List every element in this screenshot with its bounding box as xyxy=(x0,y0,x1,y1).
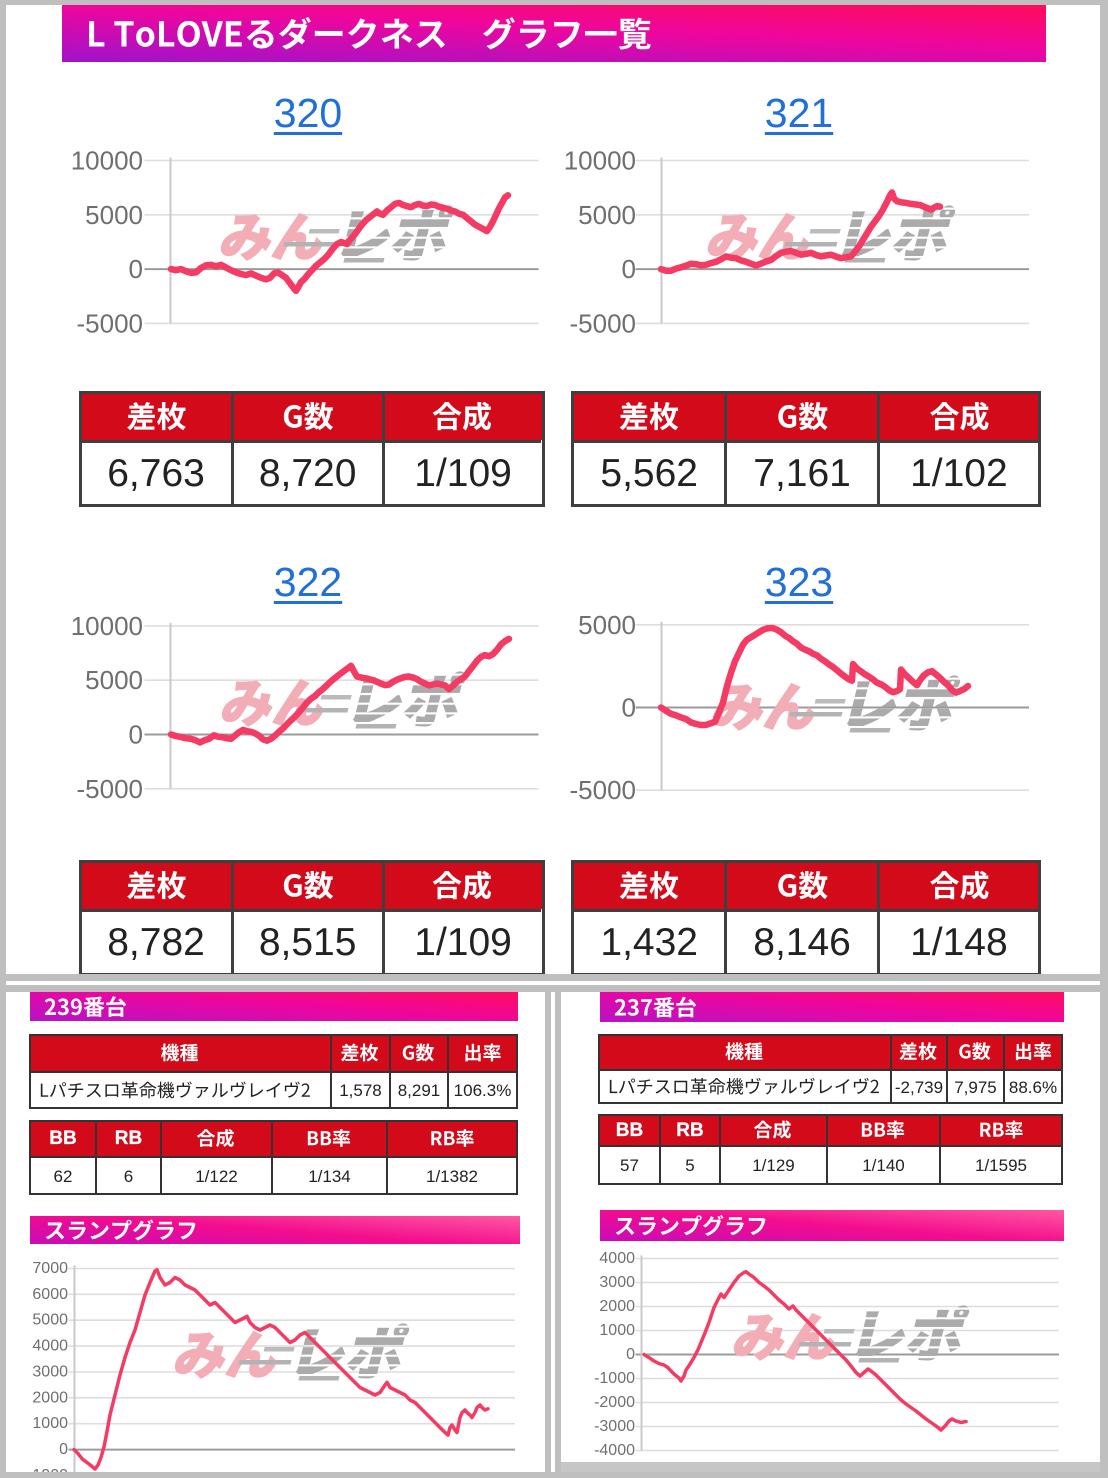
svg-text:5000: 5000 xyxy=(85,665,143,695)
svg-text:5000: 5000 xyxy=(32,1312,68,1329)
svg-text:1000: 1000 xyxy=(599,1322,635,1339)
svg-text:-5000: -5000 xyxy=(77,308,144,338)
svg-text:2000: 2000 xyxy=(32,1389,68,1406)
svg-text:6000: 6000 xyxy=(32,1286,68,1303)
svg-text:4000: 4000 xyxy=(32,1338,68,1355)
svg-text:3000: 3000 xyxy=(599,1274,635,1291)
svg-text:5000: 5000 xyxy=(85,200,143,230)
svg-text:10000: 10000 xyxy=(564,146,636,176)
svg-text:0: 0 xyxy=(622,693,636,723)
svg-text:1000: 1000 xyxy=(32,1415,68,1432)
svg-text:0: 0 xyxy=(129,720,143,750)
svg-text:0: 0 xyxy=(59,1441,68,1458)
svg-text:5000: 5000 xyxy=(578,200,636,230)
svg-text:5000: 5000 xyxy=(578,610,636,640)
svg-text:-2000: -2000 xyxy=(594,1394,635,1411)
svg-text:4000: 4000 xyxy=(599,1250,635,1267)
svg-text:0: 0 xyxy=(622,254,636,284)
svg-text:-5000: -5000 xyxy=(570,308,637,338)
svg-text:-5000: -5000 xyxy=(77,774,144,804)
svg-text:-3000: -3000 xyxy=(594,1418,635,1435)
svg-text:2000: 2000 xyxy=(599,1298,635,1315)
svg-text:3000: 3000 xyxy=(32,1364,68,1381)
svg-text:-1000: -1000 xyxy=(594,1370,635,1387)
svg-text:-4000: -4000 xyxy=(594,1442,635,1459)
svg-text:0: 0 xyxy=(626,1346,635,1363)
svg-text:10000: 10000 xyxy=(71,146,143,176)
svg-text:0: 0 xyxy=(129,254,143,284)
svg-text:-5000: -5000 xyxy=(570,775,637,805)
svg-text:10000: 10000 xyxy=(71,611,143,641)
svg-text:7000: 7000 xyxy=(32,1260,68,1277)
